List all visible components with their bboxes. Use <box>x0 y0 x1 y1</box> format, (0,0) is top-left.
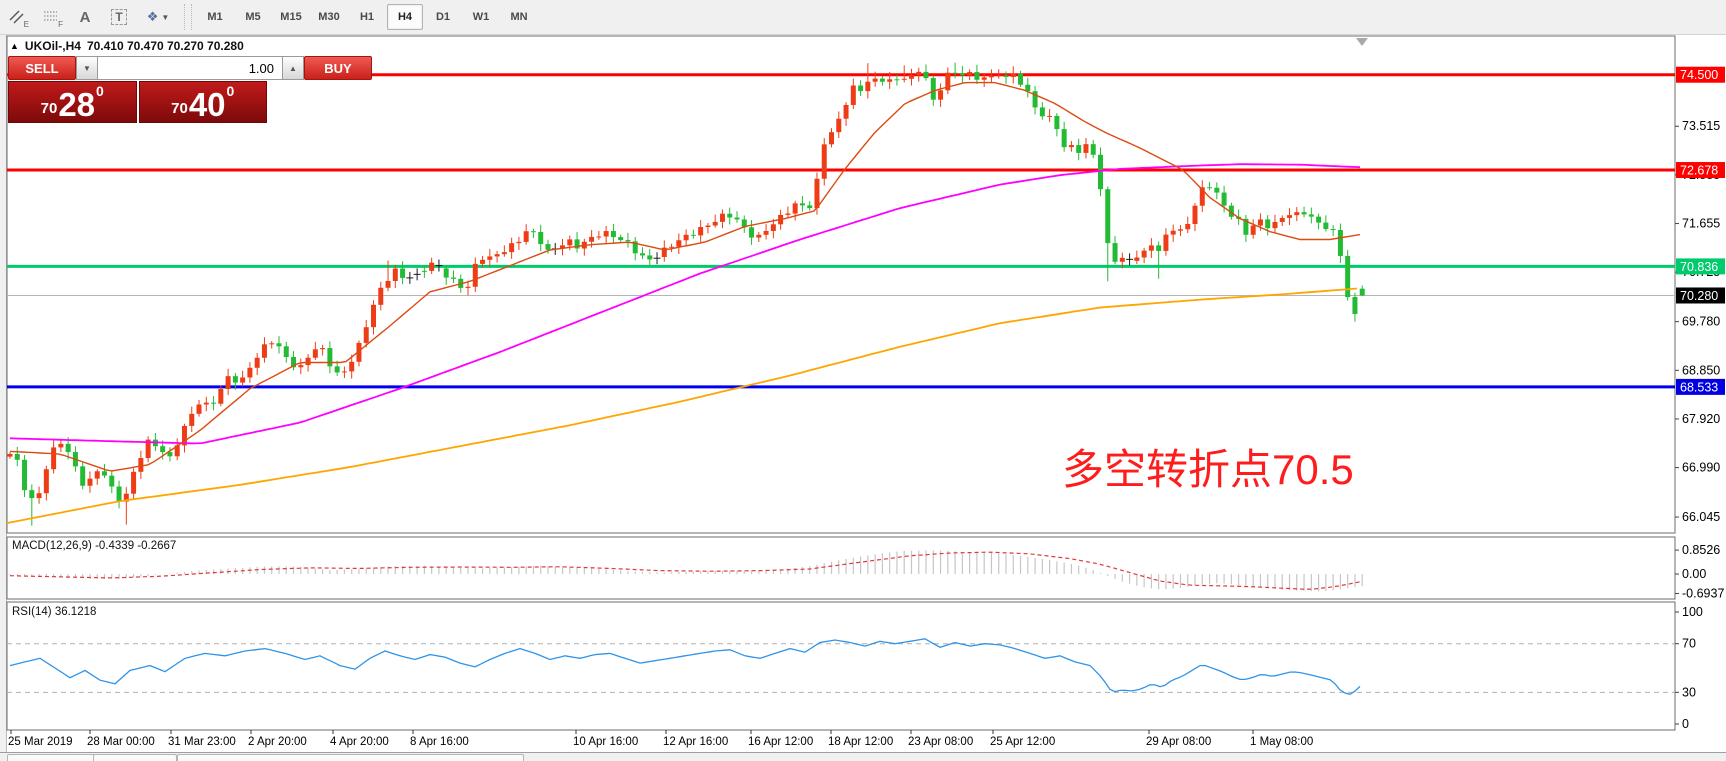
chart-tab-bar <box>0 752 1726 761</box>
ask-price-prefix: 70 <box>171 100 188 117</box>
time-axis-label: 12 Apr 16:00 <box>663 736 728 748</box>
svg-text:66.990: 66.990 <box>1682 461 1720 475</box>
chart-tab-1[interactable] <box>7 754 95 761</box>
sell-button[interactable]: SELL <box>8 56 76 80</box>
collapse-triangle-icon[interactable]: ▲ <box>10 41 19 51</box>
time-axis-label: 25 Apr 12:00 <box>990 736 1055 748</box>
volume-decrease-button[interactable]: ▼ <box>76 56 98 80</box>
svg-text:69.780: 69.780 <box>1682 315 1720 329</box>
text-label-icon[interactable]: T <box>103 3 135 31</box>
tf-button-mn[interactable]: MN <box>510 11 528 23</box>
svg-text:72.678: 72.678 <box>1680 164 1718 178</box>
toolbar-separator <box>184 4 192 30</box>
toolbar: E F A T ❖ ▼ M1 M5 M15 M30 H1 H4 D1 W1 MN <box>0 0 1726 35</box>
ohlc-values: 70.410 70.470 70.270 70.280 <box>86 39 244 53</box>
time-axis-label: 8 Apr 16:00 <box>410 736 469 748</box>
svg-text:70: 70 <box>1682 637 1696 651</box>
tf-button-m15[interactable]: M15 <box>280 11 302 23</box>
svg-text:0.8526: 0.8526 <box>1682 543 1720 557</box>
svg-text:30: 30 <box>1682 685 1696 699</box>
svg-text:66.045: 66.045 <box>1682 510 1720 524</box>
arrows-icon[interactable]: ❖ ▼ <box>146 9 170 24</box>
price-badge: 70.280 <box>1676 287 1725 304</box>
buy-button[interactable]: BUY <box>304 56 372 80</box>
ask-price-panel[interactable]: 70 40 0 <box>138 81 267 123</box>
price-badge: 68.533 <box>1676 378 1725 395</box>
bid-price-main: 28 <box>58 85 96 123</box>
tf-button-m30[interactable]: M30 <box>318 11 340 23</box>
price-badge: 72.678 <box>1676 162 1725 179</box>
time-axis-label: 16 Apr 12:00 <box>748 736 813 748</box>
svg-text:-0.6937: -0.6937 <box>1682 586 1724 600</box>
tf-button-m1[interactable]: M1 <box>207 11 223 23</box>
svg-text:74.500: 74.500 <box>1680 68 1718 82</box>
svg-text:70.280: 70.280 <box>1680 289 1718 303</box>
volume-stepper: ▼ ▲ <box>76 56 304 80</box>
bid-price-panel[interactable]: 70 28 0 <box>8 81 137 123</box>
svg-text:70.836: 70.836 <box>1680 260 1718 274</box>
chart-title: ▲ UKOil-,H4 70.410 70.470 70.270 70.280 <box>10 39 244 53</box>
time-axis-label: 31 Mar 23:00 <box>168 736 236 748</box>
tf-button-w1[interactable]: W1 <box>472 11 490 23</box>
svg-text:68.533: 68.533 <box>1680 380 1718 394</box>
time-axis-label: 2 Apr 20:00 <box>248 736 307 748</box>
chart-tab-2[interactable] <box>93 754 177 761</box>
one-click-trade-panel: SELL ▼ ▲ BUY 70 28 0 70 40 0 <box>8 56 372 123</box>
svg-text:0: 0 <box>1682 717 1689 731</box>
svg-text:0.00: 0.00 <box>1682 567 1706 581</box>
tf-button-h4[interactable]: H4 <box>387 4 423 30</box>
svg-text:73.515: 73.515 <box>1682 119 1720 133</box>
text-icon[interactable]: A <box>79 8 91 26</box>
time-axis-label: 4 Apr 20:00 <box>330 736 389 748</box>
ask-price-main: 40 <box>188 85 226 123</box>
svg-text:71.655: 71.655 <box>1682 217 1720 231</box>
svg-text:68.850: 68.850 <box>1682 363 1720 377</box>
bid-price-pip: 0 <box>96 83 104 99</box>
svg-text:67.920: 67.920 <box>1682 412 1720 426</box>
svg-text:100: 100 <box>1682 605 1703 619</box>
fibonacci-icon[interactable]: F <box>44 11 63 29</box>
time-axis-label: 1 May 08:00 <box>1250 736 1313 748</box>
volume-increase-button[interactable]: ▲ <box>282 56 304 80</box>
time-axis-label: 28 Mar 00:00 <box>87 736 155 748</box>
time-axis-label: 29 Apr 08:00 <box>1146 736 1211 748</box>
ask-price-pip: 0 <box>226 83 235 99</box>
price-badge: 74.500 <box>1676 66 1725 83</box>
bid-price-prefix: 70 <box>40 100 58 117</box>
volume-input[interactable] <box>98 56 282 80</box>
time-axis-label: 10 Apr 16:00 <box>573 736 638 748</box>
tf-button-d1[interactable]: D1 <box>435 11 451 23</box>
time-axis-label: 18 Apr 12:00 <box>828 736 893 748</box>
symbol-label: UKOil-,H4 <box>24 39 81 53</box>
tf-button-h1[interactable]: H1 <box>359 11 375 23</box>
chart-tab-3[interactable] <box>177 754 524 761</box>
price-badge: 70.836 <box>1676 258 1725 275</box>
time-axis-label: 25 Mar 2019 <box>8 736 73 748</box>
tf-button-m5[interactable]: M5 <box>245 11 261 23</box>
equidistant-channel-icon[interactable]: E <box>1 3 33 31</box>
chart-annotation-text: 多空转折点70.5 <box>1062 446 1354 493</box>
rsi-label: RSI(14) 36.1218 <box>12 606 97 618</box>
time-axis-label: 23 Apr 08:00 <box>908 736 973 748</box>
macd-label: MACD(12,26,9) -0.4339 -0.2667 <box>12 540 177 552</box>
timeframe-group: M1 M5 M15 M30 H1 H4 D1 W1 MN <box>196 4 538 30</box>
